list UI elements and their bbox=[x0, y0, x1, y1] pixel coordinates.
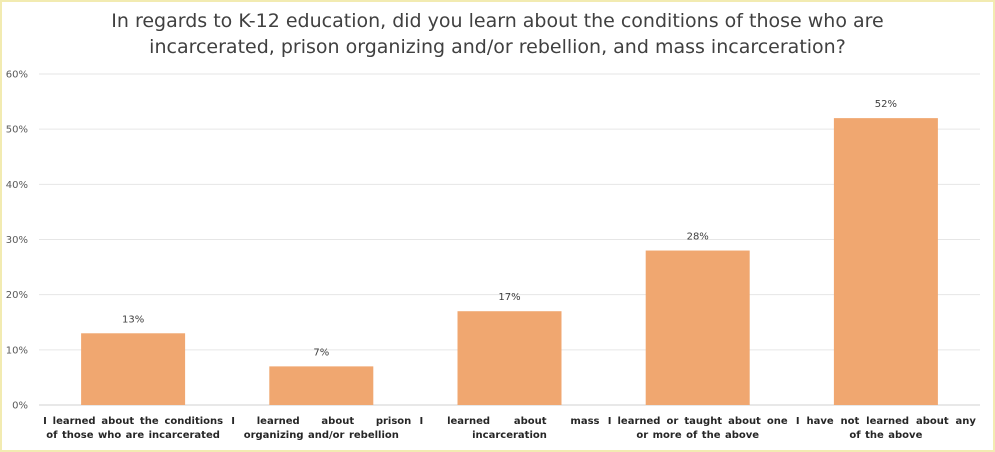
y-tick-label: 40% bbox=[6, 180, 28, 191]
x-category-label: I learned about mass incarceration bbox=[419, 416, 600, 441]
data-label: 28% bbox=[687, 232, 709, 243]
x-category-label: I learned or taught about one or more of… bbox=[607, 416, 788, 441]
data-label: 7% bbox=[313, 347, 329, 358]
bar bbox=[833, 118, 938, 405]
x-category-label: I learned about the conditions of those … bbox=[43, 416, 224, 441]
y-tick-label: 50% bbox=[6, 125, 28, 136]
chart-title-line-2: incarcerated, prison organizing and/or r… bbox=[149, 36, 846, 58]
bar bbox=[269, 366, 374, 405]
data-label: 13% bbox=[122, 314, 144, 325]
x-category-label: I have not learned about any of the abov… bbox=[795, 416, 976, 441]
y-tick-label: 0% bbox=[12, 401, 28, 412]
chart-title: In regards to K-12 education, did you le… bbox=[2, 8, 993, 60]
y-tick-label: 20% bbox=[6, 290, 28, 301]
chart-title-line-1: In regards to K-12 education, did you le… bbox=[111, 10, 884, 32]
y-tick-label: 30% bbox=[6, 235, 28, 246]
y-tick-label: 60% bbox=[6, 70, 28, 81]
data-label: 52% bbox=[875, 99, 897, 110]
bar bbox=[645, 250, 750, 405]
y-tick-label: 10% bbox=[6, 345, 28, 356]
x-category-label: I learned about prison organizing and/or… bbox=[231, 416, 412, 441]
data-label: 17% bbox=[498, 292, 520, 303]
bar bbox=[457, 311, 562, 405]
bar bbox=[81, 333, 186, 405]
